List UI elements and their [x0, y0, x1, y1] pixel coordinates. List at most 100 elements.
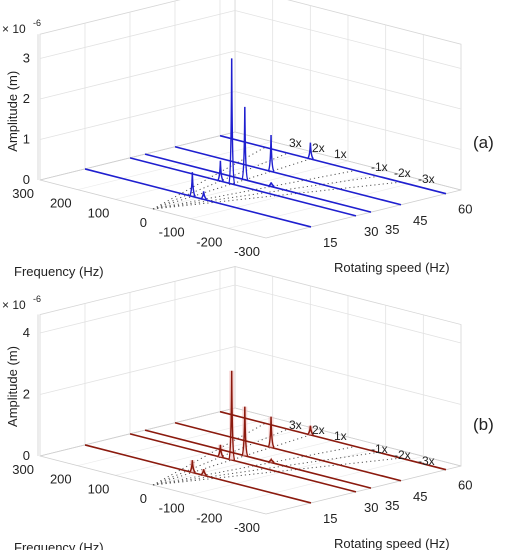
speed-tick-label: 30: [364, 224, 378, 239]
speed-axis-title: Rotating speed (Hz): [334, 260, 450, 275]
series-baseline-30hz: [129, 157, 357, 217]
grid-line: [39, 50, 462, 110]
speed-tick-label: 35: [385, 222, 399, 237]
order-label: 3x: [289, 136, 302, 150]
exponent-power: -6: [33, 18, 41, 28]
order-label: -1x: [371, 442, 388, 456]
frequency-tick-label: -300: [234, 244, 260, 259]
frequency-axis-title: Frequency (Hz): [14, 264, 104, 279]
floor-grid-line: [228, 455, 424, 505]
peak-mark: [267, 182, 275, 188]
floor-grid-line: [190, 170, 386, 220]
z-tick-label: 0: [23, 172, 30, 187]
order-label: 2x: [312, 423, 325, 437]
z-axis-title: Amplitude (m): [5, 71, 20, 152]
order-label: 3x: [289, 418, 302, 432]
order-label: -2x: [394, 448, 411, 462]
panel-label: (a): [473, 133, 494, 152]
peak-mark: [267, 457, 275, 464]
speed-tick-label: 60: [458, 478, 472, 493]
floor-grid-line: [152, 436, 349, 486]
floor-grid-line: [77, 417, 273, 467]
peak-mark: [216, 160, 224, 182]
series-baseline-15hz: [84, 168, 312, 228]
floor-grid-line: [152, 160, 349, 210]
exponent-label: × 10: [2, 298, 26, 312]
speed-tick-label: 15: [323, 511, 337, 526]
speed-tick-label: 45: [413, 489, 427, 504]
exponent-power: -6: [33, 294, 41, 304]
frequency-tick-label: 200: [50, 472, 72, 487]
series-baseline-60hz: [219, 134, 447, 195]
floor-grid-line: [115, 150, 311, 200]
floor-outline: [39, 131, 462, 239]
floor-grid-line: [190, 446, 386, 496]
frequency-tick-label: 0: [140, 491, 147, 506]
series-baseline-30hz: [129, 433, 357, 493]
z-tick-label: 1: [23, 132, 30, 147]
floor-grid-line: [228, 179, 424, 229]
frequency-axis-title: Frequency (Hz): [14, 540, 104, 550]
order-label: -1x: [371, 160, 388, 174]
back-wall-speed: [39, 266, 236, 457]
frequency-tick-label: 100: [88, 481, 110, 496]
exponent-label: × 10: [2, 22, 26, 36]
grid-line: [39, 91, 462, 150]
floor-outline: [39, 407, 462, 515]
series-baseline-15hz: [84, 444, 312, 504]
frequency-tick-label: -200: [196, 510, 222, 525]
z-tick-label: 2: [23, 91, 30, 106]
floor-grid-line: [115, 426, 311, 476]
frequency-tick-label: -100: [159, 501, 185, 516]
peak-mark: [228, 370, 236, 461]
order-label: -3x: [418, 454, 435, 468]
frequency-tick-label: 100: [88, 205, 110, 220]
frequency-tick-label: 300: [12, 186, 34, 201]
floor-grid-line: [77, 141, 273, 191]
z-tick-label: 2: [23, 387, 30, 402]
order-label: -3x: [418, 172, 435, 186]
frequency-tick-label: -200: [196, 234, 222, 249]
order-trace-line: [152, 170, 356, 210]
frequency-tick-label: -100: [159, 225, 185, 240]
z-tick-label: 3: [23, 51, 30, 66]
order-label: 1x: [334, 147, 347, 161]
speed-tick-label: 45: [413, 213, 427, 228]
order-trace-line: [152, 446, 356, 486]
chart-panel-a: 0 1 2 3 × 10 -6 Amplitude (m) 300 200 100 0 -100 -20…: [2, 0, 494, 279]
grid-line: [39, 10, 462, 69]
z-tick-label: 4: [23, 325, 30, 340]
frequency-tick-label: 0: [140, 215, 147, 230]
peak-mark: [306, 142, 314, 160]
series-baseline-45hz: [174, 145, 402, 206]
grid-line: [39, 284, 462, 344]
peak-mark: [241, 406, 249, 457]
order-label: 2x: [312, 141, 325, 155]
z-axis-title: Amplitude (m): [5, 346, 20, 427]
back-wall-speed: [39, 0, 236, 181]
grid-line: [39, 346, 462, 405]
speed-tick-label: 35: [385, 498, 399, 513]
chart-panel-b: 0 2 4 × 10 -6 Amplitude (m) 300 200 100 0 -100 -200…: [2, 266, 494, 550]
peak-mark: [200, 191, 208, 200]
series-baseline-35hz: [144, 153, 372, 213]
peak-mark: [267, 134, 275, 173]
speed-tick-label: 30: [364, 500, 378, 515]
frequency-tick-label: 300: [12, 462, 34, 477]
series-baseline-45hz: [174, 421, 402, 482]
order-label: 1x: [334, 429, 347, 443]
frequency-tick-label: -300: [234, 520, 260, 535]
z-tick-label: 0: [23, 448, 30, 463]
speed-tick-label: 15: [323, 235, 337, 250]
peak-mark: [188, 172, 196, 198]
peak-mark: [241, 106, 249, 181]
peak-mark: [216, 444, 224, 458]
peak-mark: [200, 469, 208, 476]
frequency-tick-label: 200: [50, 196, 72, 211]
peak-mark: [267, 416, 275, 449]
order-label: -2x: [394, 166, 411, 180]
speed-tick-label: 60: [458, 202, 472, 217]
speed-axis-title: Rotating speed (Hz): [334, 536, 450, 550]
peak-mark: [306, 425, 314, 436]
